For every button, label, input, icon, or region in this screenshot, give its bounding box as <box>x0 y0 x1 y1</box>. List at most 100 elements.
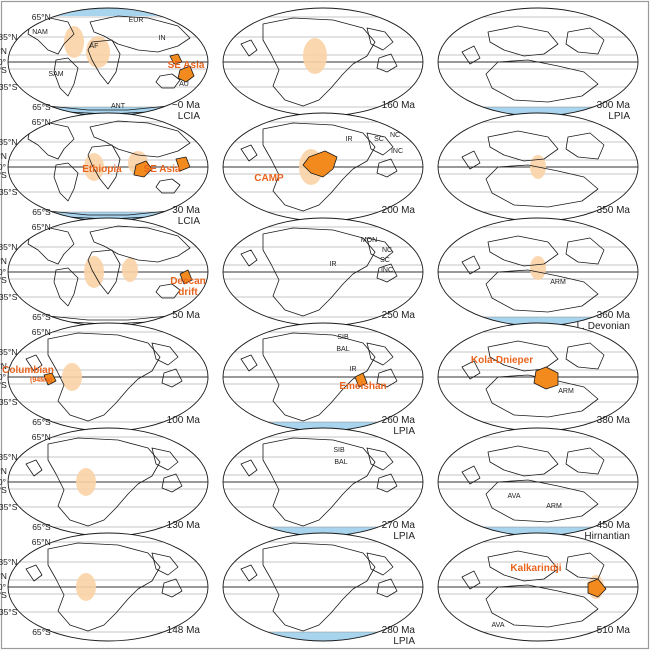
lip-marker <box>354 372 368 388</box>
age-label: 260 Ma <box>382 415 416 426</box>
landmass <box>485 59 599 103</box>
landmass <box>366 132 394 156</box>
latitude-label: 0° <box>0 582 6 592</box>
landmass <box>240 144 258 162</box>
latitude-label: 10°N <box>0 466 7 476</box>
south-ice-cap <box>438 317 638 326</box>
latitude-label: 65°N <box>32 432 51 442</box>
latitude-label: 35°N <box>0 137 17 147</box>
tropical-patch <box>84 153 104 181</box>
latitude-label: 10°S <box>0 380 7 390</box>
lip-label: Kola-Dnieper <box>471 355 533 366</box>
tropical-patch <box>122 258 138 282</box>
lip-label: drift <box>178 287 198 298</box>
globe-content <box>223 331 423 431</box>
landmass <box>53 162 79 202</box>
landmass <box>262 17 376 107</box>
tropical-patch <box>64 26 84 58</box>
landmass <box>262 332 376 422</box>
globe-content <box>8 8 208 116</box>
latitude-label: 35°N <box>0 452 17 462</box>
age-label: 350 Ma <box>597 205 631 216</box>
age-label: 280 Ma <box>382 625 416 636</box>
map-panel: 200 Ma CAMP IR SC NC INC <box>222 112 424 222</box>
latitude-label: 65°S <box>32 102 51 112</box>
south-ice-cap <box>223 527 423 536</box>
globe-content <box>8 225 208 325</box>
lip-marker <box>587 578 607 598</box>
landmass <box>376 263 398 283</box>
age-label: 200 Ma <box>382 205 416 216</box>
landmass <box>47 332 161 422</box>
period-label: Hirnantian <box>584 531 630 542</box>
latitude-label: 10°S <box>0 170 7 180</box>
south-ice-cap <box>438 107 638 116</box>
globe-content <box>438 331 638 423</box>
tropical-patch <box>62 363 82 391</box>
latitude-label: 35°S <box>0 292 18 302</box>
region-label: SIB <box>337 334 349 341</box>
landmass <box>53 57 79 97</box>
region-label: NC <box>390 132 400 139</box>
landmass <box>565 132 605 160</box>
lip-label: CAMP <box>254 173 284 184</box>
period-label: LCIA <box>178 216 201 227</box>
landmass <box>376 578 398 598</box>
landmass <box>262 542 376 632</box>
region-label: ANT <box>111 103 126 110</box>
latitude-label: 65°N <box>32 117 51 127</box>
region-label: INC <box>391 148 403 155</box>
north-ice-cap <box>8 8 208 16</box>
landmass <box>565 447 605 475</box>
south-ice-cap <box>223 422 423 431</box>
map-panel: 65°N 35°N 10°N0°10°S 35°S 65°S 100 Ma Columbia… <box>0 322 209 432</box>
latitude-label: 35°S <box>0 82 18 92</box>
region-label: INC <box>381 267 393 274</box>
lip-label: SE Asia <box>144 164 181 175</box>
lip-marker <box>133 160 153 178</box>
landmass <box>155 73 181 89</box>
globe-content <box>438 226 638 326</box>
globe-content <box>8 120 208 221</box>
lip-label: Deccan <box>170 276 206 287</box>
latitude-label: 10°N <box>0 46 7 56</box>
landmass <box>565 27 605 55</box>
landmass <box>376 473 398 493</box>
region-label: AVA <box>492 622 505 629</box>
landmass <box>25 564 43 582</box>
latitude-label: 65°N <box>32 537 51 547</box>
region-label: NAM <box>32 29 48 36</box>
globe-content <box>438 121 638 213</box>
tropical-patch <box>84 256 104 288</box>
region-label: AVA <box>508 493 521 500</box>
latitude-label: 35°S <box>0 397 18 407</box>
globe-outline <box>7 532 209 642</box>
landmass <box>240 249 258 267</box>
map-panel: 65°N 35°N 10°N0°10°S 35°S 65°S 50 Ma Deccandri… <box>0 217 209 327</box>
landmass <box>366 552 394 576</box>
landmass <box>240 564 258 582</box>
region-label: MON <box>361 237 377 244</box>
region-label: ARM <box>550 279 566 286</box>
landmass <box>262 122 376 212</box>
landmass <box>262 437 376 527</box>
region-label: EUR <box>129 17 144 24</box>
lip-label: Columbian <box>2 365 54 376</box>
landmass <box>487 130 559 162</box>
landmass <box>461 255 481 275</box>
lip-marker <box>179 269 193 285</box>
region-label: AF <box>90 43 99 50</box>
lip-marker <box>43 372 57 386</box>
landmass <box>27 17 75 55</box>
landmass <box>487 25 559 57</box>
age-label: 100 Ma <box>167 415 201 426</box>
latitude-label: 35°S <box>0 607 18 617</box>
south-ice-cap <box>438 527 638 536</box>
globe-content <box>438 436 638 536</box>
map-panel: 65°N 35°N 10°N0°10°S 35°S 65°S 130 Ma <box>0 427 209 537</box>
region-label: BAL <box>334 459 347 466</box>
landmass <box>155 178 181 194</box>
age-label: 450 Ma <box>597 520 631 531</box>
